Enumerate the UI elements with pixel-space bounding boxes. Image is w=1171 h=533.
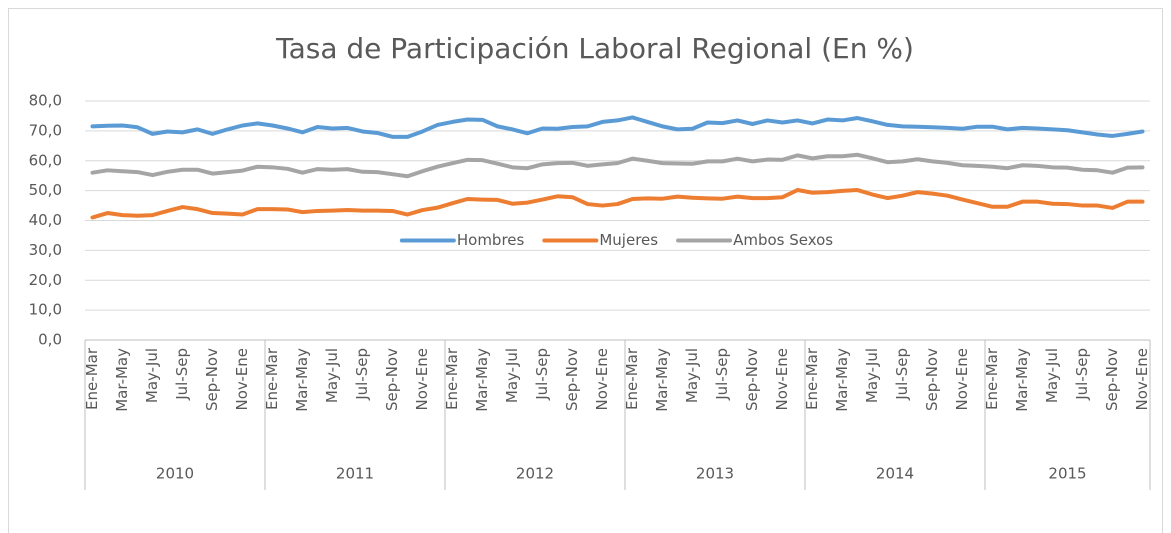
legend-item: Hombres — [399, 231, 525, 249]
group-label: 2011 — [336, 465, 374, 483]
group-label: 2012 — [516, 465, 554, 483]
x-tick-label: Jul-Sep — [353, 348, 371, 401]
x-tick-label: Ene-Mar — [83, 347, 101, 410]
series-line — [90, 152, 1145, 179]
chart-title: Tasa de Participación Laboral Regional (… — [275, 32, 914, 65]
x-tick-label: May-Jul — [683, 348, 701, 403]
group-label: 2015 — [1048, 465, 1086, 483]
legend-label: Mujeres — [599, 231, 658, 249]
x-tick-label: Ene-Mar — [263, 347, 281, 410]
series-line — [90, 188, 1145, 220]
x-tick-label: May-Jul — [143, 348, 161, 403]
x-tick-label: Sep-Nov — [563, 348, 581, 411]
x-tick-label: Mar-May — [473, 348, 491, 412]
x-tick-label: Nov-Ene — [413, 348, 431, 411]
y-tick-label: 60,0 — [29, 151, 62, 169]
x-tick-label: Nov-Ene — [1133, 348, 1151, 411]
x-tick-label: Nov-Ene — [953, 348, 971, 411]
x-tick-label: Mar-May — [1013, 348, 1031, 412]
chart-border — [8, 8, 1163, 533]
x-tick-label: Mar-May — [833, 348, 851, 412]
y-tick-label: 0,0 — [38, 331, 62, 349]
x-tick-label: Ene-Mar — [983, 347, 1001, 410]
x-tick-label: Jul-Sep — [173, 348, 191, 401]
legend-item: Mujeres — [542, 231, 658, 249]
x-tick-label: Ene-Mar — [623, 347, 641, 410]
x-tick-label: Jul-Sep — [533, 348, 551, 401]
y-tick-label: 50,0 — [29, 181, 62, 199]
x-tick-label: Sep-Nov — [1103, 348, 1121, 411]
x-tick-label: Mar-May — [293, 348, 311, 412]
x-tick-label: Jul-Sep — [713, 348, 731, 401]
x-tick-label: May-Jul — [503, 348, 521, 403]
group-label: 2010 — [156, 465, 194, 483]
legend-label: Ambos Sexos — [733, 231, 833, 249]
x-tick-label: Sep-Nov — [203, 348, 221, 411]
legend-item: Ambos Sexos — [676, 231, 833, 249]
x-tick-label: May-Jul — [1043, 348, 1061, 403]
y-tick-label: 40,0 — [29, 211, 62, 229]
x-tick-label: Sep-Nov — [383, 348, 401, 411]
y-tick-label: 70,0 — [29, 121, 62, 139]
group-label: 2014 — [876, 465, 914, 483]
x-tick-label: Nov-Ene — [773, 348, 791, 411]
series-line — [90, 115, 1145, 139]
y-tick-label: 20,0 — [29, 271, 62, 289]
group-label: 2013 — [696, 465, 734, 483]
x-tick-label: May-Jul — [863, 348, 881, 403]
legend: Hombres Mujeres Ambos Sexos — [399, 231, 833, 249]
x-tick-label: Jul-Sep — [893, 348, 911, 401]
legend-label: Hombres — [457, 231, 525, 249]
x-tick-label: Sep-Nov — [923, 348, 941, 411]
x-tick-label: Sep-Nov — [743, 348, 761, 411]
x-tick-label: Ene-Mar — [443, 347, 461, 410]
x-tick-label: Ene-Mar — [803, 347, 821, 410]
y-tick-label: 10,0 — [29, 301, 62, 319]
x-tick-label: Nov-Ene — [233, 348, 251, 411]
x-tick-label: Mar-May — [113, 348, 131, 412]
x-tick-label: Mar-May — [653, 348, 671, 412]
y-tick-label: 80,0 — [29, 92, 62, 110]
y-tick-label: 30,0 — [29, 241, 62, 259]
x-tick-label: May-Jul — [323, 348, 341, 403]
x-tick-label: Nov-Ene — [593, 348, 611, 411]
x-tick-label: Jul-Sep — [1073, 348, 1091, 401]
